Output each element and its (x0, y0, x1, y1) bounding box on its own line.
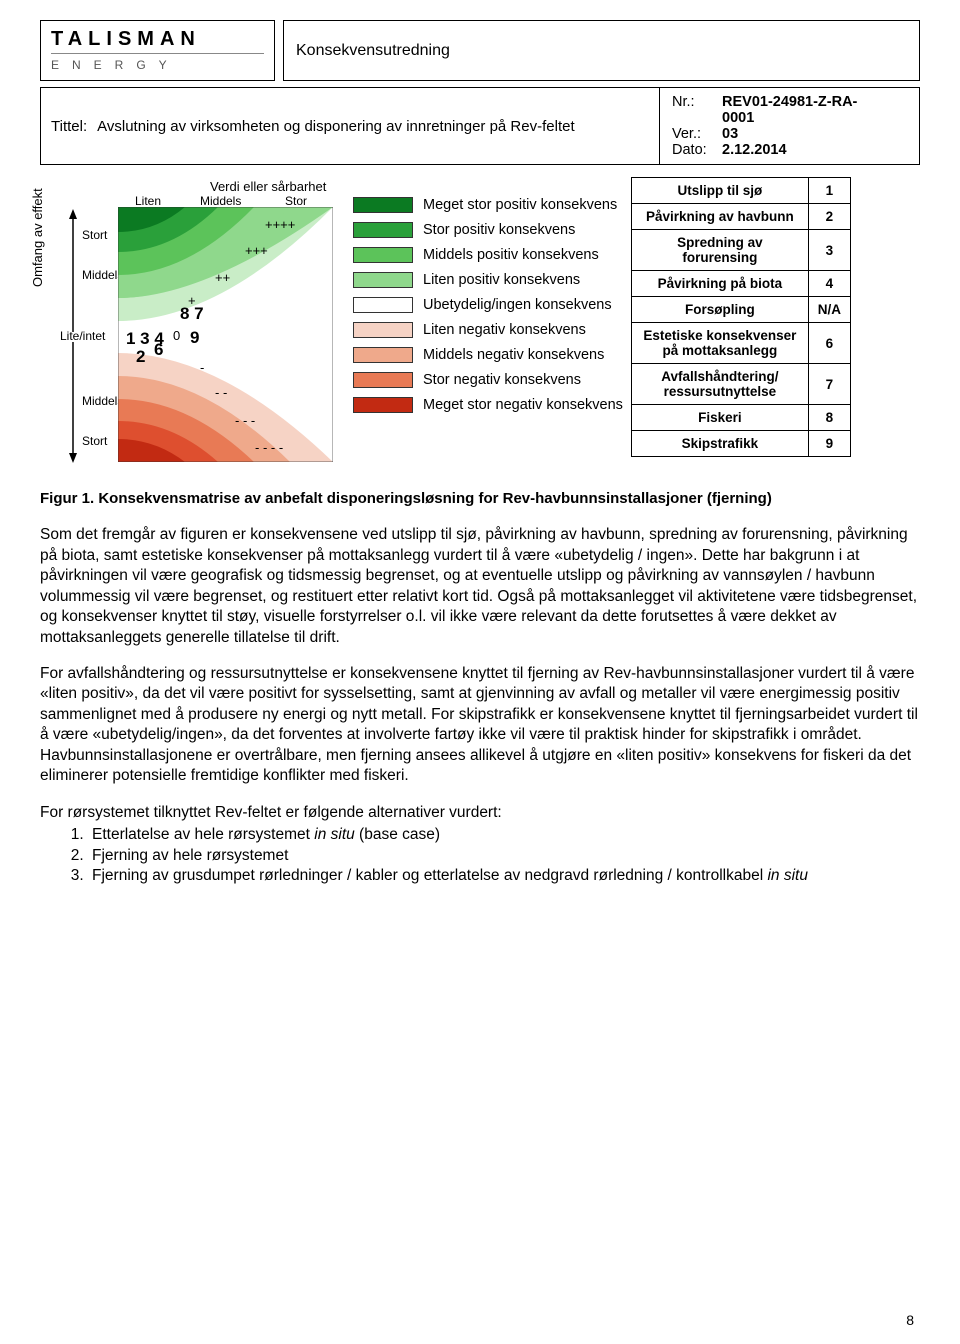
table-cell-label: Forsøpling (631, 297, 808, 323)
table-cell-label: Skipstrafikk (631, 431, 808, 457)
pt-2: 2 (136, 347, 145, 366)
x-tick-2: Stor (285, 194, 307, 208)
table-cell-label: Påvirkning på biota (631, 271, 808, 297)
table-row: ForsøplingN/A (631, 297, 850, 323)
list-intro: For rørsystemet tilknyttet Rev-feltet er… (40, 803, 920, 823)
pt-87: 8 7 (180, 304, 204, 323)
sym-4: 0 (173, 328, 180, 343)
title-left: Tittel: Avslutning av virksomheten og di… (41, 88, 659, 164)
y-top-1: Middels (82, 268, 123, 282)
x-tick-1: Middels (200, 194, 241, 208)
logo-sub: ENERGY (51, 53, 264, 72)
y-top-0: Stort (82, 228, 108, 242)
y-bot-1: Stort (82, 434, 108, 448)
title-text: Avslutning av virksomheten og disponerin… (97, 118, 575, 135)
table-row: Påvirkning av havbunn2 (631, 204, 850, 230)
table-row: Skipstrafikk9 (631, 431, 850, 457)
meta-box: Nr.:REV01-24981-Z-RA- 0001 Ver.:03 Dato:… (659, 88, 919, 164)
side-table: Utslipp til sjø1Påvirkning av havbunn2Sp… (631, 177, 851, 457)
y-bot-0: Middels (82, 394, 123, 408)
table-cell-num: 1 (808, 178, 850, 204)
table-row: Påvirkning på biota4 (631, 271, 850, 297)
legend-label-6: Middels negativ konsekvens (423, 347, 623, 363)
meta-ver-val: 03 (722, 126, 738, 142)
meta-dato-key: Dato: (672, 142, 722, 158)
legend-label-5: Liten negativ konsekvens (423, 322, 623, 338)
legend-swatch-7 (353, 372, 413, 388)
figure-row: Omfang av effekt Verdi eller sårbarhet L… (40, 177, 920, 477)
sym-7: - - - (235, 413, 255, 428)
table-cell-num: 6 (808, 323, 850, 364)
meta-nr-val2: 0001 (672, 110, 907, 126)
consequence-matrix: Omfang av effekt Verdi eller sårbarhet L… (40, 177, 345, 477)
sym-8: - - - - (255, 440, 283, 455)
legend-swatch-3 (353, 272, 413, 288)
meta-ver-key: Ver.: (672, 126, 722, 142)
table-cell-num: 2 (808, 204, 850, 230)
sym-5: - (200, 360, 204, 375)
doc-header: TALISMAN ENERGY Konsekvensutredning (40, 20, 920, 81)
list-item: Etterlatelse av hele rørsystemet in situ… (88, 825, 920, 845)
sym-6: - - (215, 385, 227, 400)
page-number: 8 (906, 1312, 914, 1328)
pt-9: 9 (190, 328, 199, 347)
table-cell-label: Påvirkning av havbunn (631, 204, 808, 230)
paragraph-1: Som det fremgår av figuren er konsekvens… (40, 525, 920, 648)
legend-swatch-4 (353, 297, 413, 313)
table-row: Spredning av forurensing3 (631, 230, 850, 271)
legend-label-2: Middels positiv konsekvens (423, 247, 623, 263)
x-axis-label: Verdi eller sårbarhet (210, 179, 327, 194)
alternatives-list: Etterlatelse av hele rørsystemet in situ… (40, 825, 920, 886)
table-cell-label: Avfallshåndtering/ ressursutnyttelse (631, 364, 808, 405)
legend-label-3: Liten positiv konsekvens (423, 272, 623, 288)
table-row: Avfallshåndtering/ ressursutnyttelse7 (631, 364, 850, 405)
legend-label-7: Stor negativ konsekvens (423, 372, 623, 388)
legend-swatch-0 (353, 197, 413, 213)
table-cell-num: 4 (808, 271, 850, 297)
list-item: Fjerning av grusdumpet rørledninger / ka… (88, 866, 920, 886)
legend-label-0: Meget stor positiv konsekvens (423, 197, 623, 213)
list-item: Fjerning av hele rørsystemet (88, 846, 920, 866)
sym-0: ++++ (265, 217, 295, 232)
legend-label-1: Stor positiv konsekvens (423, 222, 623, 238)
legend-label-8: Meget stor negativ konsekvens (423, 397, 623, 413)
table-cell-num: N/A (808, 297, 850, 323)
title-label: Tittel: (51, 118, 87, 135)
legend-swatch-5 (353, 322, 413, 338)
table-cell-num: 9 (808, 431, 850, 457)
table-row: Estetiske konsekvenser på mottaksanlegg6 (631, 323, 850, 364)
table-cell-label: Fiskeri (631, 405, 808, 431)
legend-swatch-1 (353, 222, 413, 238)
table-cell-label: Estetiske konsekvenser på mottaksanlegg (631, 323, 808, 364)
table-row: Fiskeri8 (631, 405, 850, 431)
legend-label-4: Ubetydelig/ingen konsekvens (423, 297, 623, 313)
title-row: Tittel: Avslutning av virksomheten og di… (40, 87, 920, 165)
meta-nr-val: REV01-24981-Z-RA- (722, 94, 857, 110)
figure-caption: Figur 1. Konsekvensmatrise av anbefalt d… (40, 489, 920, 509)
table-cell-num: 7 (808, 364, 850, 405)
table-cell-label: Spredning av forurensing (631, 230, 808, 271)
logo-name: TALISMAN (51, 29, 264, 49)
legend-swatch-2 (353, 247, 413, 263)
pt-6: 6 (154, 340, 163, 359)
x-tick-0: Liten (135, 194, 161, 208)
sym-2: ++ (215, 270, 230, 285)
doc-type: Konsekvensutredning (283, 20, 920, 81)
table-cell-num: 8 (808, 405, 850, 431)
paragraph-2: For avfallshåndtering og ressursutnyttel… (40, 664, 920, 787)
legend-swatch-6 (353, 347, 413, 363)
y-center: Lite/intet (60, 329, 106, 343)
legend-swatch-8 (353, 397, 413, 413)
legend: Meget stor positiv konsekvens Stor positi… (353, 177, 623, 413)
meta-dato-val: 2.12.2014 (722, 142, 787, 158)
table-row: Utslipp til sjø1 (631, 178, 850, 204)
sym-1: +++ (245, 243, 268, 258)
matrix-svg: Verdi eller sårbarhet Liten Middels Stor… (40, 177, 345, 477)
meta-nr-key: Nr.: (672, 94, 722, 110)
table-cell-label: Utslipp til sjø (631, 178, 808, 204)
table-cell-num: 3 (808, 230, 850, 271)
logo-box: TALISMAN ENERGY (40, 20, 275, 81)
